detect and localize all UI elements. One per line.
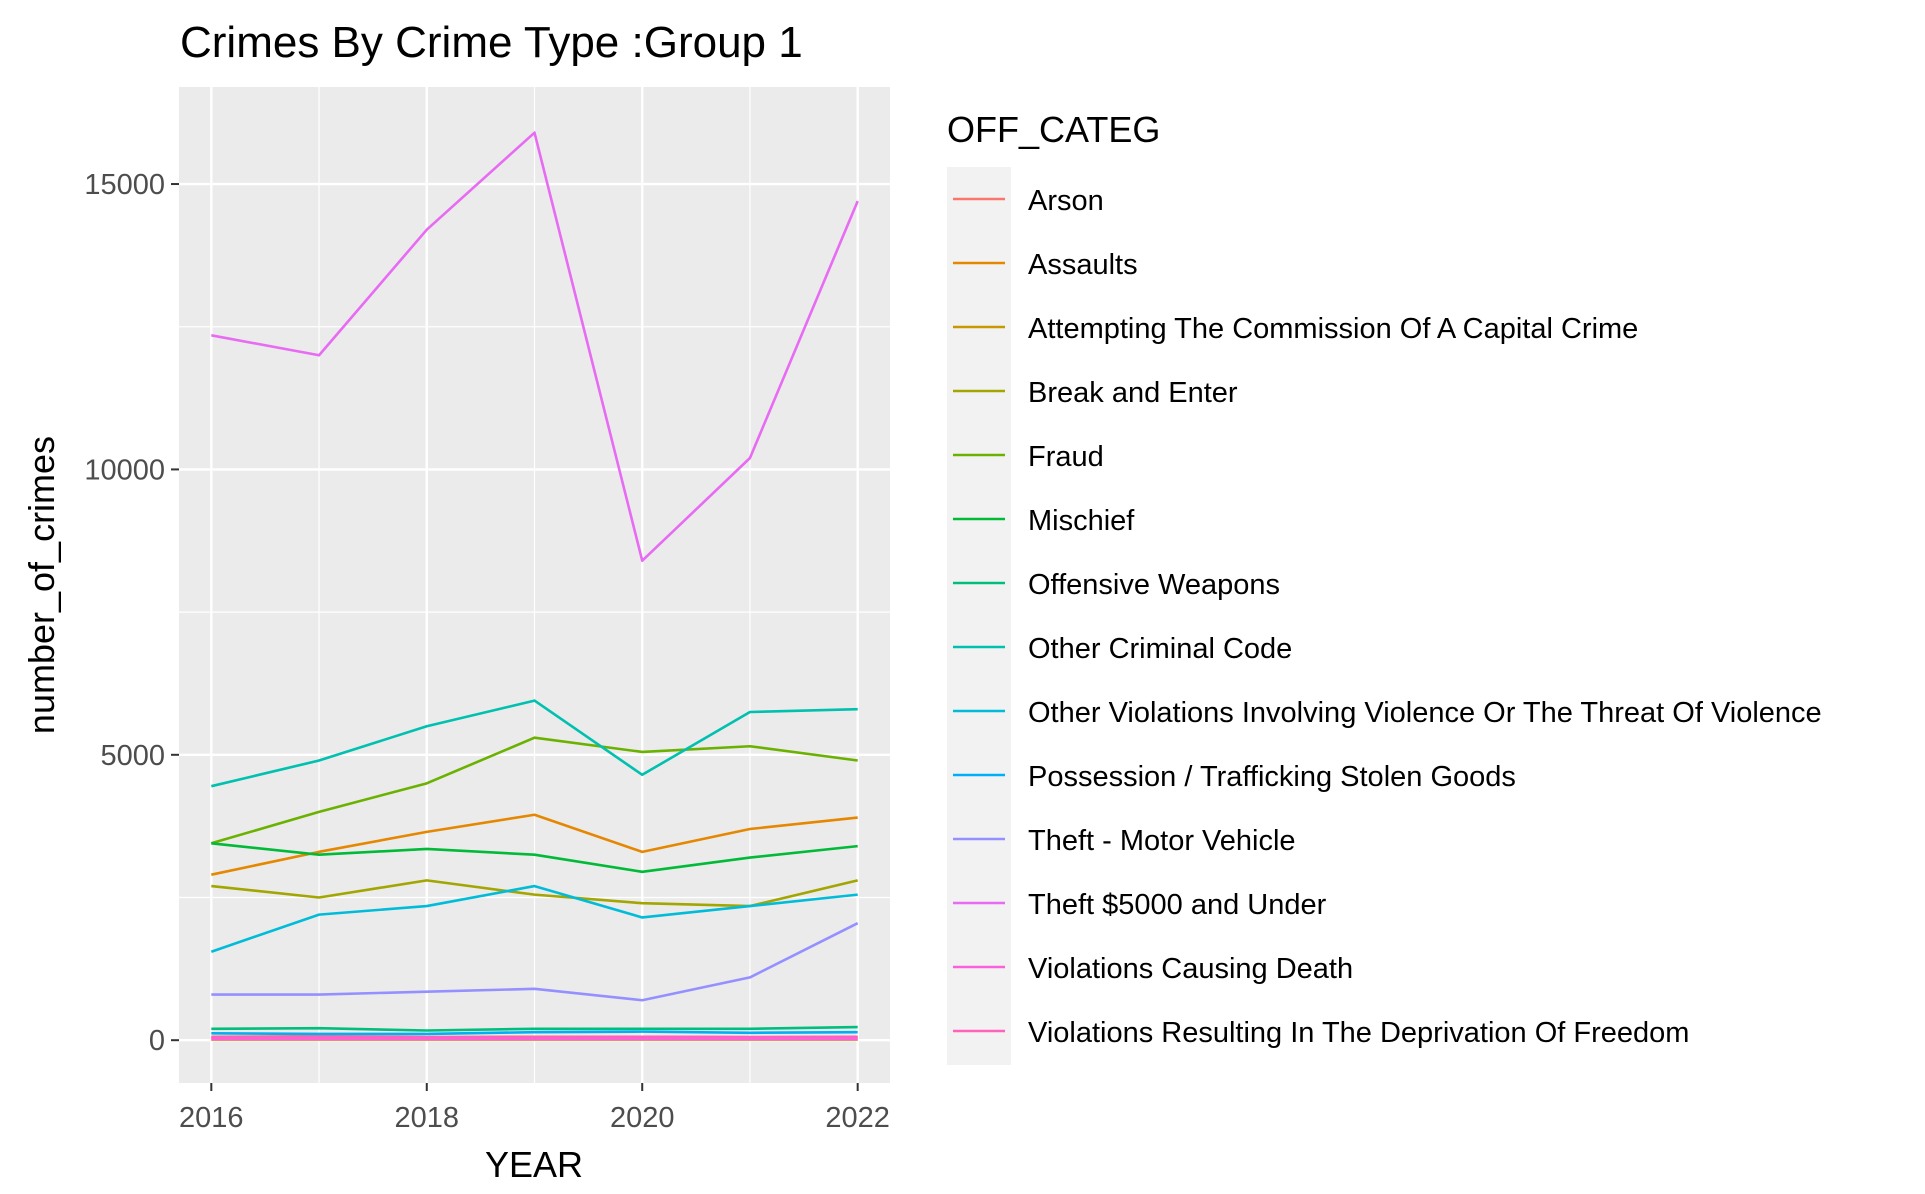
y-tick-label: 5000 bbox=[100, 740, 165, 772]
legend-label: Fraud bbox=[1028, 441, 1104, 473]
series-line bbox=[211, 1030, 858, 1036]
legend-label: Assaults bbox=[1028, 249, 1138, 281]
series-line bbox=[210, 884, 858, 953]
grid-minor bbox=[179, 87, 890, 1083]
series-line bbox=[211, 699, 858, 788]
series-line bbox=[211, 131, 859, 563]
series-line bbox=[210, 736, 858, 845]
y-tick-label: 15000 bbox=[84, 169, 165, 201]
series-line bbox=[211, 1025, 858, 1032]
legend-label: Violations Resulting In The Deprivation … bbox=[1028, 1017, 1689, 1049]
legend-label: Arson bbox=[1028, 185, 1104, 217]
y-tick-label: 0 bbox=[149, 1025, 165, 1057]
chart-title: Crimes By Crime Type :Group 1 bbox=[180, 18, 803, 67]
x-axis: 2016 2018 2020 2022 bbox=[179, 1083, 890, 1134]
x-tick-label: 2018 bbox=[395, 1102, 460, 1134]
legend-label: Violations Causing Death bbox=[1028, 953, 1353, 985]
x-axis-title: YEAR bbox=[485, 1144, 583, 1185]
legend-label: Break and Enter bbox=[1028, 377, 1238, 409]
legend-label: Other Violations Involving Violence Or T… bbox=[1028, 697, 1822, 729]
y-axis-title: number_of_crimes bbox=[21, 436, 62, 734]
series-line bbox=[211, 1035, 858, 1039]
x-tick-label: 2022 bbox=[825, 1102, 890, 1134]
legend-label: Theft $5000 and Under bbox=[1028, 889, 1327, 921]
legend-label: Other Criminal Code bbox=[1028, 633, 1292, 665]
legend-label: Possession / Trafficking Stolen Goods bbox=[1028, 761, 1516, 793]
legend-label: Mischief bbox=[1028, 505, 1135, 537]
series-line bbox=[211, 922, 859, 1002]
legend: Arson Assaults Attempting The Commission O… bbox=[953, 185, 1822, 1049]
x-tick-label: 2020 bbox=[610, 1102, 675, 1134]
y-axis: 0 5000 10000 15000 bbox=[84, 169, 179, 1057]
legend-title: OFF_CATEG bbox=[947, 109, 1160, 150]
series-lines bbox=[210, 131, 859, 1041]
legend-key-background bbox=[947, 167, 1011, 1065]
series-line bbox=[211, 841, 858, 874]
legend-label: Theft - Motor Vehicle bbox=[1028, 825, 1296, 857]
y-tick-label: 10000 bbox=[84, 454, 165, 486]
legend-label: Attempting The Commission Of A Capital C… bbox=[1028, 313, 1638, 345]
x-tick-label: 2016 bbox=[179, 1102, 244, 1134]
legend-label: Offensive Weapons bbox=[1028, 569, 1280, 601]
series-line bbox=[211, 813, 858, 876]
